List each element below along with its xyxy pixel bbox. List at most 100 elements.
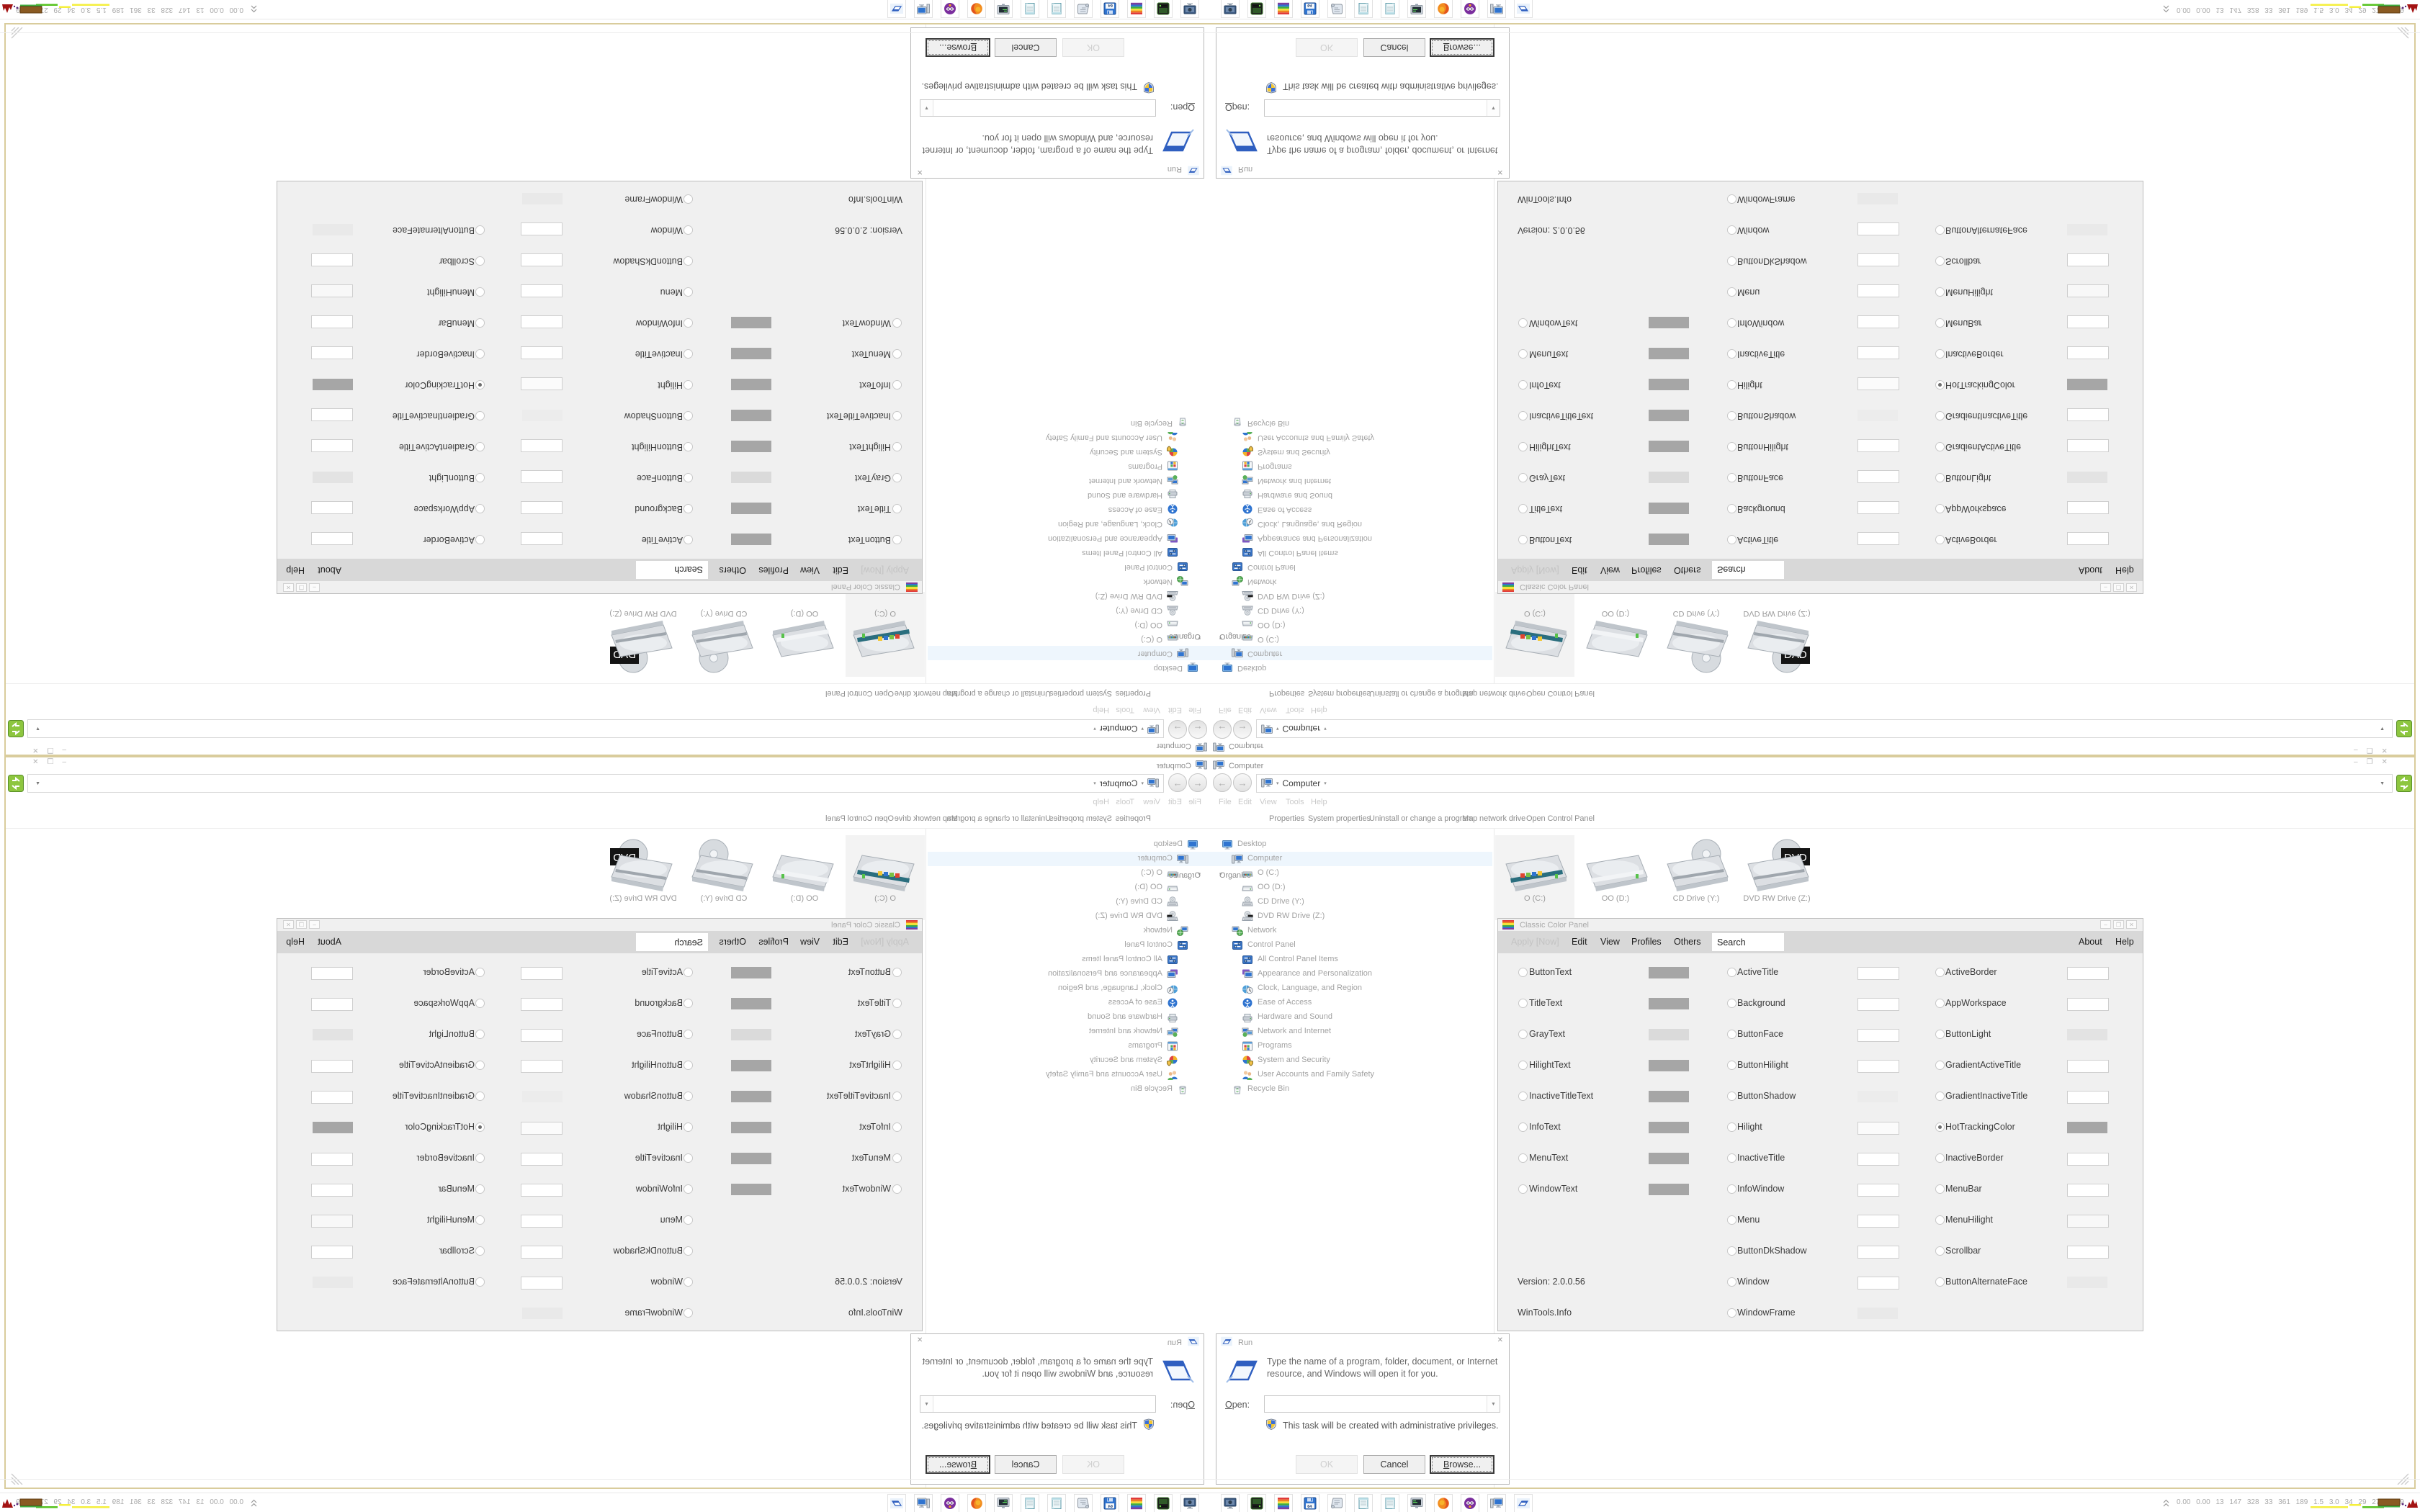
tray-overflow-icon[interactable]: [250, 1, 258, 14]
minimize-button[interactable]: –: [309, 583, 320, 592]
taskbar-app-purple-app-icon[interactable]: [1461, 0, 1479, 18]
taskbar-app-scroll-icon[interactable]: [1074, 0, 1093, 18]
taskbar-app-rainbow-icon[interactable]: [1274, 1494, 1293, 1512]
color-swatch-hilight[interactable]: [521, 1122, 563, 1135]
color-swatch-graytext[interactable]: [1649, 472, 1689, 483]
ok-button[interactable]: OK: [1296, 1455, 1358, 1474]
tree-item-computer[interactable]: Computer: [1210, 646, 1492, 660]
radio-hilighttext[interactable]: [1518, 442, 1528, 451]
menu-edit[interactable]: Edit: [1238, 706, 1252, 714]
tree-item-programs[interactable]: Programs: [928, 1039, 1210, 1053]
color-swatch-buttonalternateface[interactable]: [313, 224, 353, 235]
color-swatch-activetitle[interactable]: [1857, 532, 1899, 545]
drive-tile-dvd-rw-drive-z[interactable]: DVDDVD RW Drive (Z:): [1737, 592, 1816, 677]
tree-item-network[interactable]: Network: [1210, 924, 1492, 938]
color-swatch-infowindow[interactable]: [1857, 315, 1899, 328]
cancel-button[interactable]: Cancel: [1363, 38, 1425, 57]
radio-window[interactable]: [1727, 225, 1736, 235]
radio-buttonhilight[interactable]: [1727, 442, 1736, 451]
color-swatch-infotext[interactable]: [1649, 379, 1689, 390]
radio-buttonshadow[interactable]: [684, 1092, 693, 1101]
address-dropdown-icon[interactable]: ▼: [35, 726, 40, 732]
minimize-button[interactable]: –: [2354, 758, 2358, 766]
color-swatch-windowtext[interactable]: [731, 1184, 771, 1195]
radio-infowindow[interactable]: [684, 1184, 693, 1194]
open-combobox[interactable]: ▼: [920, 1395, 1156, 1413]
color-swatch-inactiveborder[interactable]: [2067, 346, 2109, 359]
color-swatch-titletext[interactable]: [731, 503, 771, 514]
taskbar-app-computer-mon-icon[interactable]: [914, 0, 933, 18]
color-swatch-menubar[interactable]: [2067, 315, 2109, 328]
tree-item-computer[interactable]: Computer: [1210, 852, 1492, 866]
color-swatch-buttonhilight[interactable]: [521, 1060, 563, 1073]
color-swatch-menuhilight[interactable]: [2067, 284, 2109, 297]
color-swatch-titletext[interactable]: [731, 998, 771, 1009]
radio-menuhilight[interactable]: [1935, 1215, 1945, 1225]
radio-menuhilight[interactable]: [1935, 287, 1945, 297]
taskbar-app-firefox-icon[interactable]: [1434, 0, 1453, 18]
color-swatch-windowtext[interactable]: [1649, 1184, 1689, 1195]
color-swatch-background[interactable]: [1857, 998, 1899, 1011]
radio-menu[interactable]: [684, 287, 693, 297]
tree-item-cd-drive-y[interactable]: CD Drive (Y:): [928, 603, 1210, 617]
color-swatch-windowtext[interactable]: [1649, 317, 1689, 328]
taskbar-app-floppy64-icon[interactable]: 64: [1301, 0, 1319, 18]
radio-menutext[interactable]: [1518, 1153, 1528, 1163]
tree-item-cd-drive-y[interactable]: CD Drive (Y:): [1210, 603, 1492, 617]
radio-buttonlight[interactable]: [475, 1030, 485, 1039]
color-swatch-hottrackingcolor[interactable]: [2067, 379, 2107, 390]
color-swatch-buttontext[interactable]: [1649, 534, 1689, 545]
radio-inactivetitletext[interactable]: [892, 411, 902, 420]
menu-edit[interactable]: Edit: [833, 937, 848, 947]
menu-help[interactable]: Help: [1093, 798, 1109, 806]
radio-titletext[interactable]: [892, 999, 902, 1008]
color-swatch-gradientactivetitle[interactable]: [311, 439, 353, 452]
open-control-panel-button[interactable]: Open Control Panel: [1526, 814, 1595, 823]
menu-help[interactable]: Help: [286, 937, 305, 947]
radio-activeborder[interactable]: [1935, 535, 1945, 544]
radio-buttonalternateface[interactable]: [1935, 1277, 1945, 1287]
taskbar-app-rainbow-icon[interactable]: [1127, 1494, 1146, 1512]
breadcrumb[interactable]: Computer: [1282, 724, 1321, 734]
minimize-button[interactable]: –: [2100, 583, 2111, 592]
ok-button[interactable]: OK: [1062, 1455, 1124, 1474]
menu-tools[interactable]: Tools: [1286, 798, 1304, 806]
drive-tile-o-c[interactable]: O (C:): [1495, 592, 1574, 677]
map-network-drive-button[interactable]: Map network drive: [894, 689, 958, 698]
drive-tile-dvd-rw-drive-z[interactable]: DVDDVD RW Drive (Z:): [604, 835, 683, 920]
menu-file[interactable]: File: [1188, 798, 1201, 806]
color-swatch-activeborder[interactable]: [2067, 532, 2109, 545]
radio-menutext[interactable]: [892, 1153, 902, 1163]
color-swatch-background[interactable]: [521, 501, 563, 514]
tree-item-ease-of-access[interactable]: Ease of Access: [928, 502, 1210, 516]
taskbar-app-floppy64-icon[interactable]: 64: [1301, 1494, 1319, 1512]
radio-hilight[interactable]: [1727, 380, 1736, 390]
taskbar-app-run-icon[interactable]: [1514, 1494, 1533, 1512]
tree-item-recycle-bin[interactable]: Recycle Bin: [928, 1082, 1210, 1097]
tree-item-clock-language-and-region[interactable]: Clock, Language, and Region: [928, 516, 1210, 531]
back-button[interactable]: ←: [1188, 773, 1207, 792]
color-swatch-menu[interactable]: [521, 1215, 563, 1228]
address-bar[interactable]: ▾ Computer ▾ ▼: [27, 774, 1164, 793]
radio-menubar[interactable]: [1935, 318, 1945, 328]
radio-buttondkshadow[interactable]: [1727, 1246, 1736, 1256]
color-swatch-inactiveborder[interactable]: [311, 346, 353, 359]
chevron-down-icon[interactable]: ▾: [1141, 726, 1144, 731]
address-dropdown-icon[interactable]: ▼: [35, 780, 40, 786]
refresh-button[interactable]: [2396, 716, 2413, 737]
radio-hottrackingcolor[interactable]: [475, 380, 485, 390]
radio-hilighttext[interactable]: [892, 442, 902, 451]
menu-view[interactable]: View: [1143, 798, 1160, 806]
taskbar-app-rainbow-icon[interactable]: [1274, 0, 1293, 18]
menu-tools[interactable]: Tools: [1286, 706, 1304, 714]
color-swatch-window[interactable]: [1857, 1277, 1899, 1290]
radio-buttonface[interactable]: [1727, 1030, 1736, 1039]
color-swatch-buttonshadow[interactable]: [522, 1091, 563, 1102]
radio-inactivetitle[interactable]: [684, 349, 693, 359]
tree-item-appearance-and-personalization[interactable]: Appearance and Personalization: [928, 531, 1210, 545]
cancel-button[interactable]: Cancel: [995, 38, 1057, 57]
color-swatch-activeborder[interactable]: [311, 967, 353, 980]
color-swatch-hilight[interactable]: [1857, 1122, 1899, 1135]
tree-item-cd-drive-y[interactable]: CD Drive (Y:): [928, 895, 1210, 909]
radio-appworkspace[interactable]: [475, 504, 485, 513]
